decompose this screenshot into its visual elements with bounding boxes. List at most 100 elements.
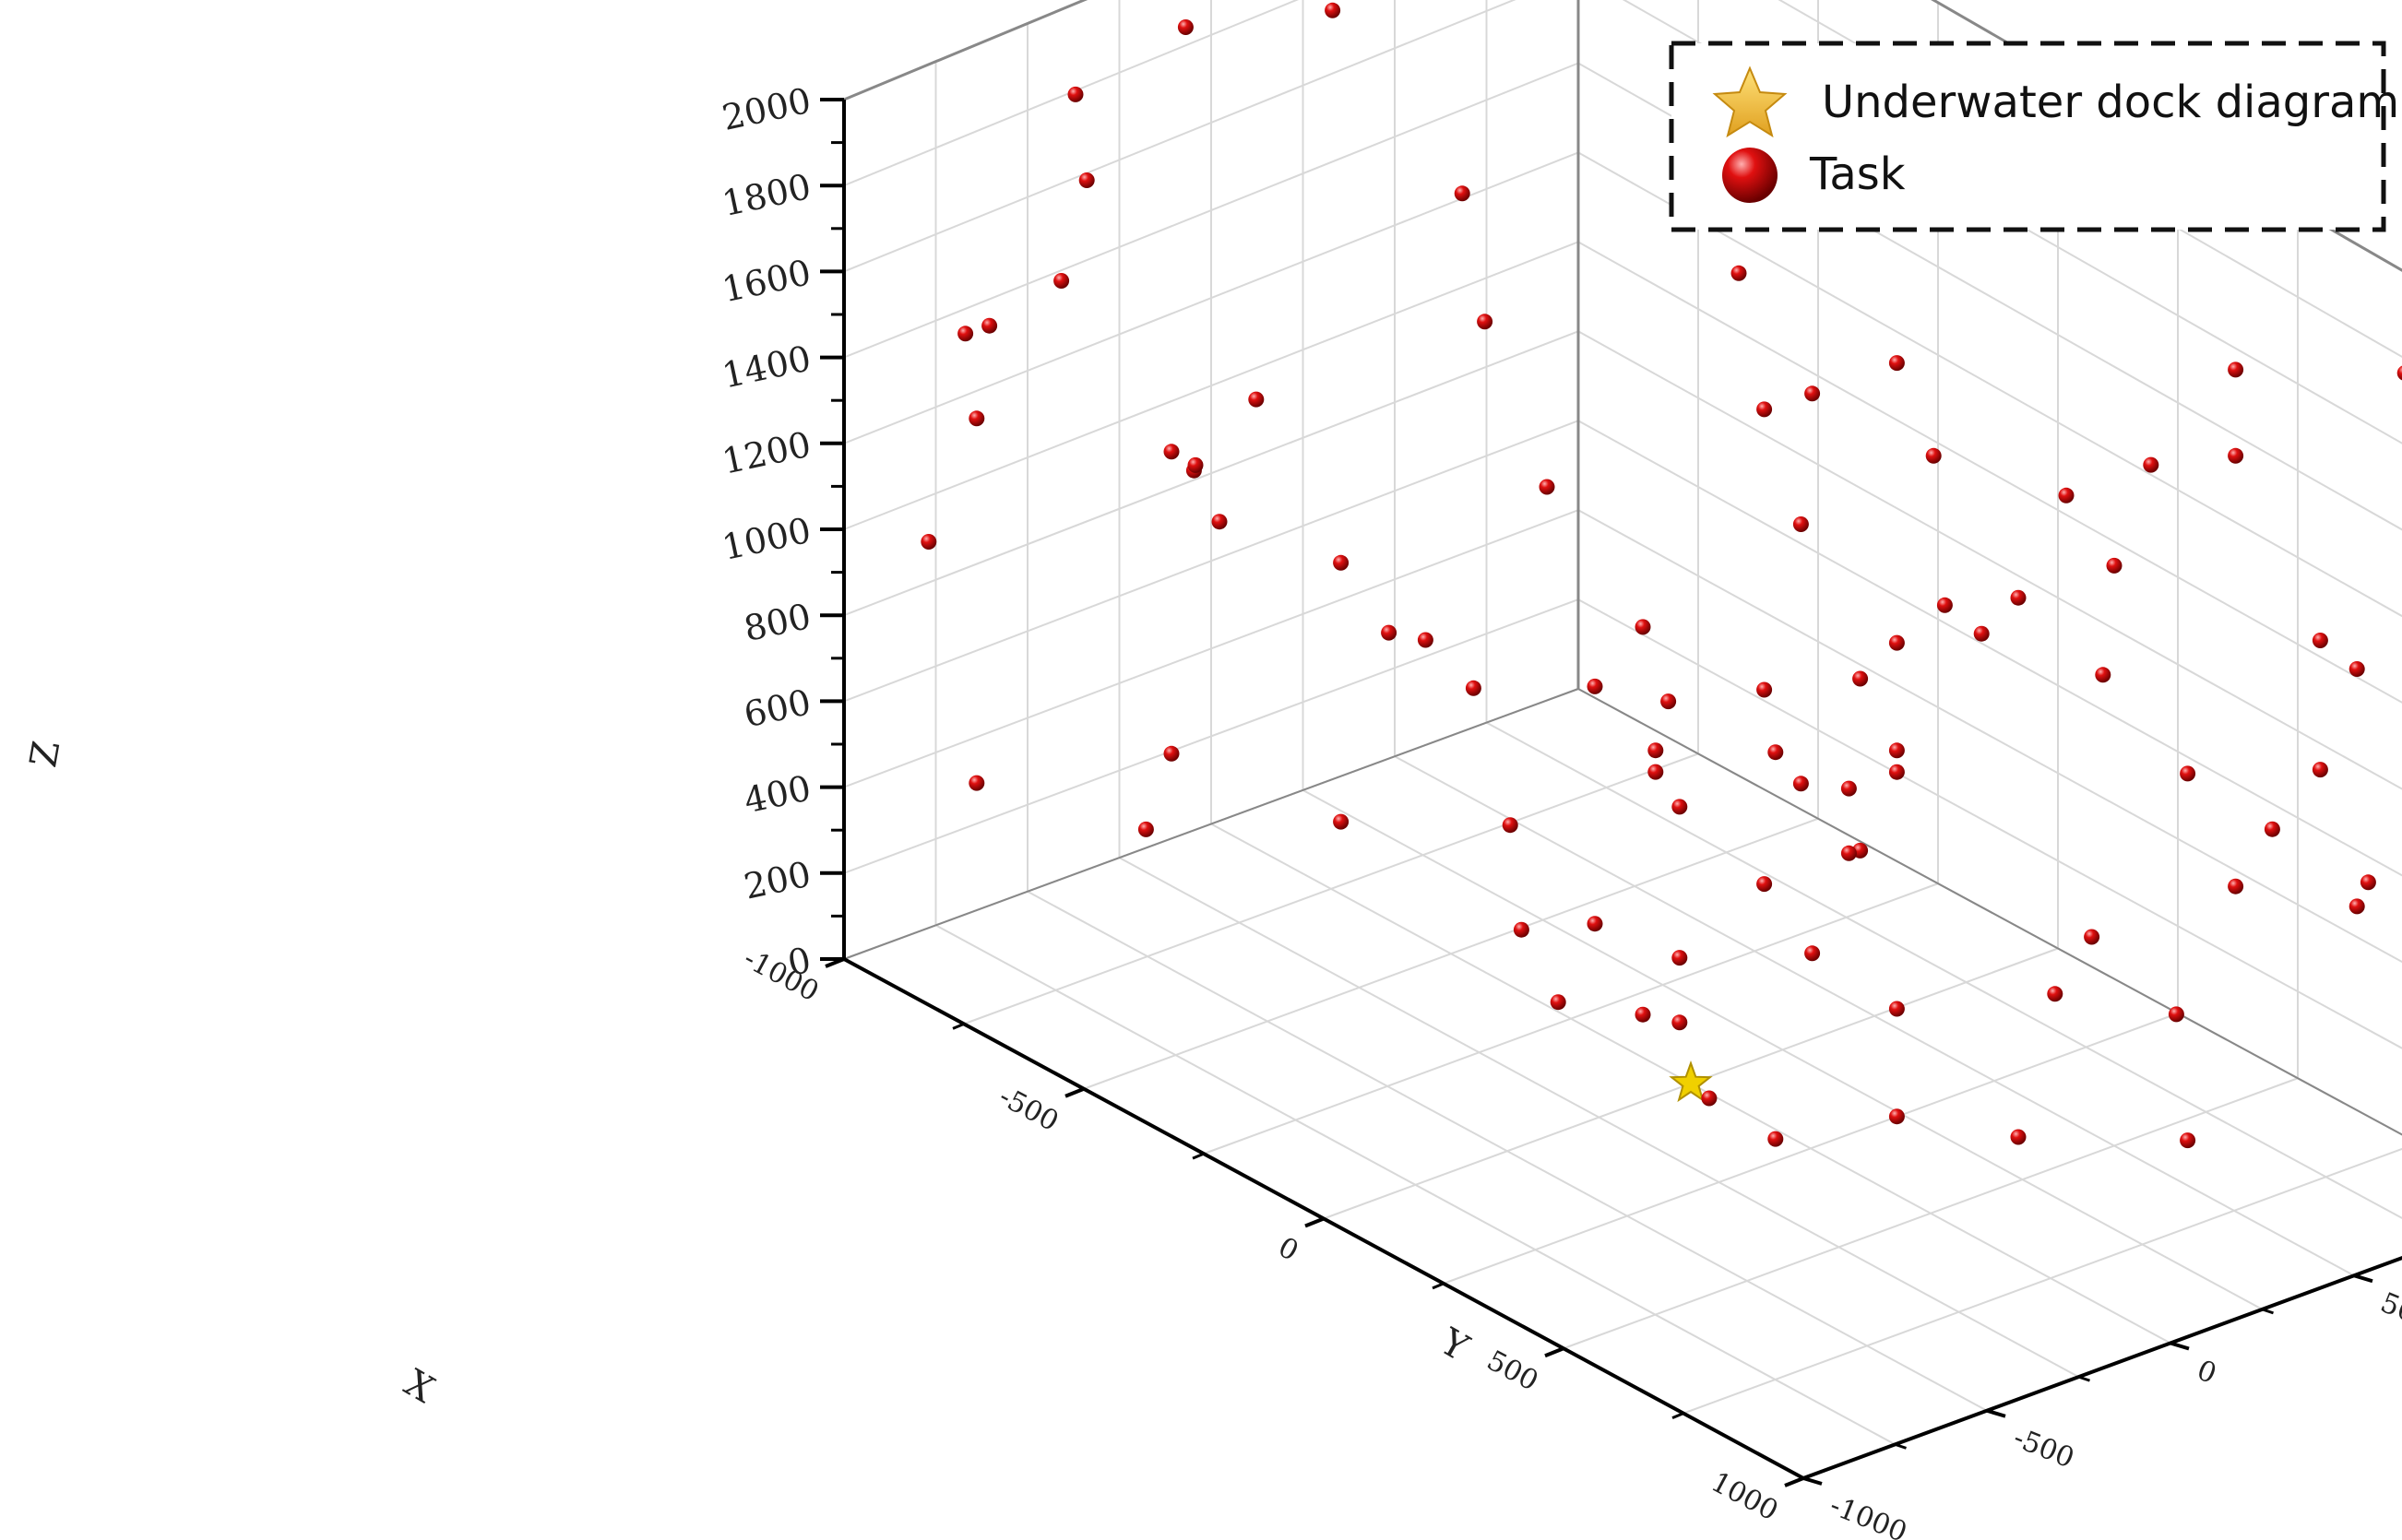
task-point: [1888, 634, 1905, 651]
task-point: [1730, 265, 1747, 281]
right-wall-grid-line: [1577, 241, 2402, 704]
y-minor-tick: [2262, 1308, 2274, 1315]
task-point: [1852, 670, 1869, 687]
y-axis-line: [1802, 1255, 2402, 1480]
z-tick-label: 1400: [719, 338, 815, 396]
z-tick-label: 400: [741, 767, 815, 821]
y-axis-label: Y: [1433, 1321, 1476, 1370]
task-point: [1477, 314, 1493, 330]
x-minor-tick: [1671, 1412, 1684, 1420]
task-point: [1840, 845, 1857, 861]
task-point: [1840, 780, 1857, 797]
task-point: [1936, 597, 1953, 613]
task-point: [2058, 487, 2075, 503]
task-point: [2312, 633, 2328, 648]
right-wall-grid-line: [1577, 688, 2402, 1136]
floor-back-edge: [1577, 688, 2402, 1136]
legend-box: [1669, 41, 2386, 232]
task-point: [2010, 1129, 2027, 1145]
floor-grid-line: [935, 924, 1896, 1446]
task-point: [1078, 172, 1095, 188]
floor-grid-line: [1802, 1257, 2402, 1479]
task-point: [1539, 479, 1555, 495]
task-point: [1163, 444, 1180, 460]
task-point: [1671, 799, 1688, 815]
task-point: [1792, 776, 1809, 792]
left-wall-grid-line: [843, 509, 1579, 788]
task-point: [1647, 742, 1664, 759]
right-wall-grid-line: [1577, 509, 2402, 964]
left-wall-grid-line: [843, 0, 1516, 273]
task-point: [1804, 945, 1821, 962]
task-point: [2396, 365, 2402, 381]
left-wall-grid-line: [843, 330, 1579, 617]
right-wall-grid-line: [1577, 598, 2402, 1049]
task-point: [2348, 661, 2365, 677]
left-wall-grid-line: [843, 420, 1579, 703]
task-point: [981, 317, 998, 334]
task-point: [1465, 680, 1481, 696]
grid-layer: [843, 0, 2402, 1479]
task-point: [1804, 385, 1821, 402]
floor-grid-line: [1394, 755, 2355, 1277]
task-point: [1647, 764, 1664, 780]
x-minor-tick: [952, 1022, 965, 1030]
task-point: [1756, 876, 1773, 893]
floor-grid-line: [1577, 688, 2402, 1136]
task-point: [1137, 821, 1154, 837]
task-point: [2312, 762, 2328, 778]
x-tick: [1064, 1086, 1085, 1098]
left-wall-grid-line: [843, 598, 1579, 874]
task-point: [1888, 1108, 1905, 1125]
task-point: [1888, 764, 1905, 780]
left-wall-grid-line: [843, 151, 1579, 444]
task-point: [1053, 273, 1070, 289]
task-point: [1417, 632, 1433, 648]
task-point: [2095, 667, 2111, 683]
left-wall-grid-line: [843, 241, 1579, 530]
x-tick: [1544, 1346, 1564, 1358]
task-point: [2180, 765, 2196, 782]
task-point: [1792, 516, 1809, 532]
left-wall-grid-line: [843, 0, 1300, 187]
task-point: [1163, 745, 1180, 762]
legend: Underwater dock diagram Task: [1669, 41, 2399, 232]
task-point: [1888, 1001, 1905, 1017]
task-point: [969, 775, 985, 791]
task-point: [1454, 185, 1470, 202]
dock-marker: [1669, 1060, 1713, 1103]
top-left-edge: [843, 0, 1088, 101]
floor-grid-line: [1027, 890, 1988, 1412]
task-point: [1756, 401, 1773, 418]
task-point: [1973, 625, 1990, 642]
task-point: [1767, 744, 1784, 761]
task-point: [2228, 447, 2244, 464]
task-point: [2084, 929, 2100, 945]
z-axis-label: Z: [22, 738, 68, 770]
task-point: [957, 326, 974, 342]
y-minor-tick: [2078, 1375, 2090, 1382]
task-point: [1587, 678, 1603, 694]
task-point: [1187, 456, 1204, 473]
task-point: [1756, 681, 1773, 698]
floor-grid-line: [1486, 721, 2402, 1220]
right-wall-grid-line: [1577, 330, 2402, 790]
task-point: [1925, 447, 1942, 464]
task-point: [921, 534, 937, 550]
floor-grid-line: [1119, 857, 2079, 1379]
task-point: [1635, 1006, 1651, 1023]
task-point: [1888, 355, 1905, 372]
x-tick-label: 1000: [1706, 1466, 1783, 1528]
task-point: [1333, 813, 1350, 830]
task-point: [1381, 624, 1397, 641]
z-tick-label: 800: [741, 596, 815, 649]
legend-label-dock: Underwater dock diagram: [1822, 77, 2399, 128]
task-point: [2168, 1006, 2184, 1023]
points-layer: [921, 2, 2402, 1149]
y-tick-label: 0: [2193, 1354, 2221, 1391]
y-tick: [2353, 1273, 2373, 1284]
x-tick-label: -500: [993, 1081, 1064, 1139]
y-tick-label: 500: [2376, 1286, 2402, 1336]
right-wall-grid-line: [1577, 151, 2402, 618]
